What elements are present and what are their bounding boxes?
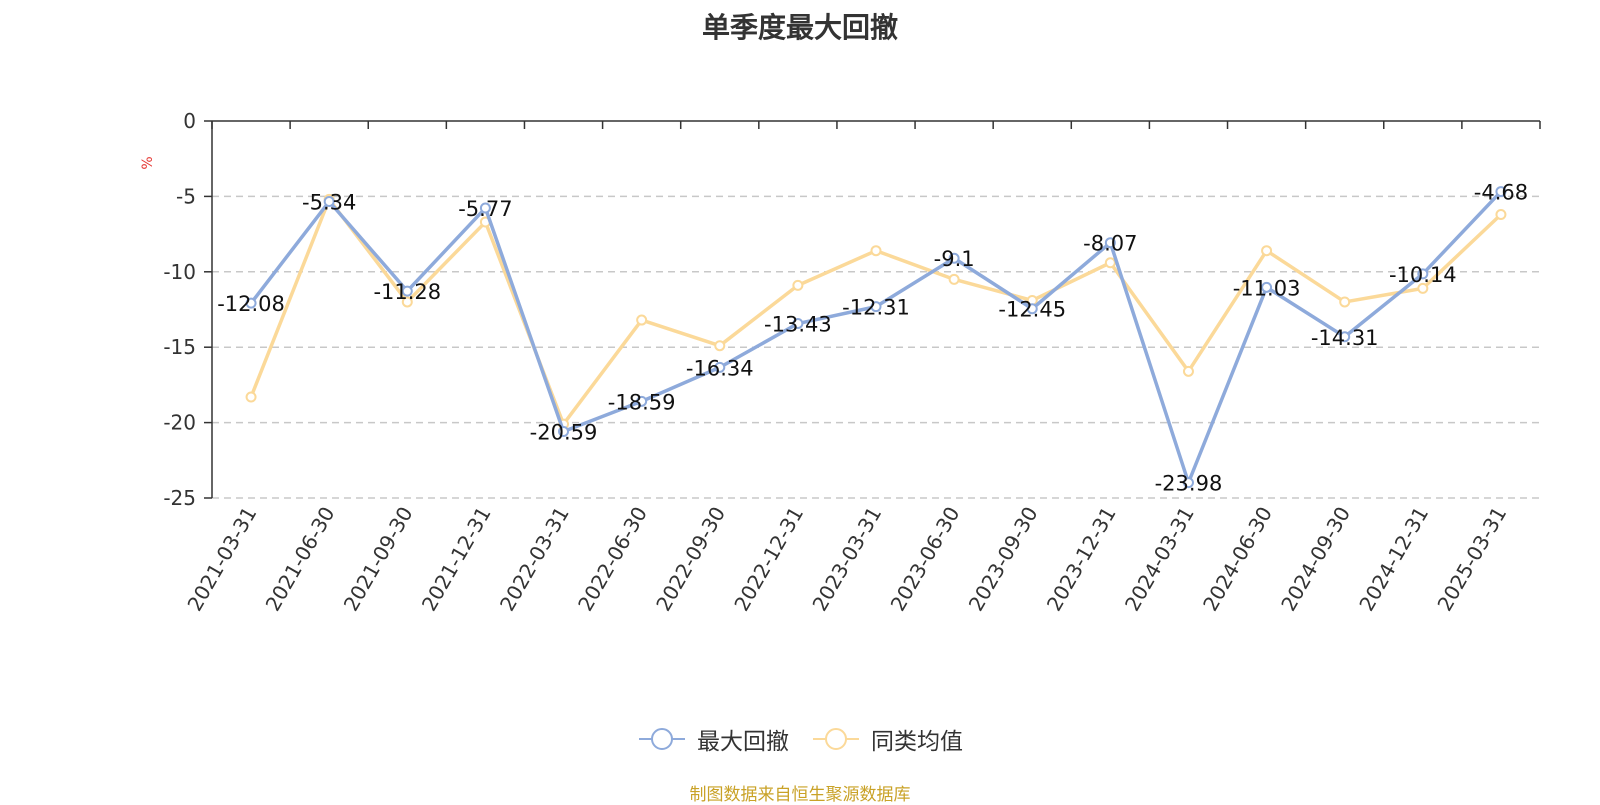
data-point <box>245 391 257 403</box>
data-label: -11.03 <box>1233 276 1301 300</box>
data-point <box>1261 245 1273 257</box>
x-tick-label: 2024-03-31 <box>1120 503 1199 616</box>
x-tick-label: 2021-09-30 <box>339 503 418 616</box>
data-label: -13.43 <box>764 313 832 337</box>
axes: 0-5-10-15-20-25%2021-03-31 2021-06-30 2021… <box>140 109 1541 616</box>
data-label: -20.59 <box>530 420 598 444</box>
data-point <box>245 297 257 309</box>
legend-item[interactable]: 最大回撤 <box>637 722 789 756</box>
y-tick-label: 0 <box>183 109 196 133</box>
data-point <box>1261 281 1273 293</box>
x-tick-label: 2021-03-31 <box>182 503 261 616</box>
x-tick-label: 2022-06-30 <box>573 503 652 616</box>
data-label: -5.34 <box>302 191 356 215</box>
x-tick-label: 2021-12-31 <box>417 502 496 615</box>
data-label: -9.1 <box>934 247 975 271</box>
data-point <box>1026 303 1038 315</box>
data-point <box>636 395 648 407</box>
x-tick-label: 2022-09-30 <box>651 503 730 616</box>
legend-item[interactable]: 同类均值 <box>811 722 963 756</box>
data-labels: -12.08 -5.34 -11.28 -5.77 -20.59 -18.59 -16.34… <box>217 181 1528 496</box>
series-lines <box>245 186 1507 489</box>
data-label: -10.14 <box>1389 263 1457 287</box>
grid-lines <box>212 195 1540 499</box>
x-tick-label: 2022-12-31 <box>729 503 808 616</box>
data-point <box>870 245 882 257</box>
data-point <box>714 361 726 373</box>
source-note: 制图数据来自恒生聚源数据库 <box>689 785 911 805</box>
data-point <box>558 425 570 437</box>
data-point <box>948 273 960 285</box>
x-tick-label: 2023-12-31 <box>1042 503 1121 616</box>
y-tick-label: -15 <box>163 335 196 359</box>
data-point <box>1104 257 1116 269</box>
legend-marker-icon <box>813 728 859 750</box>
x-tick-label: 2023-09-30 <box>964 503 1043 616</box>
x-tick-label: 2024-09-30 <box>1276 503 1355 616</box>
data-point <box>1104 237 1116 249</box>
y-tick-label: -20 <box>163 411 196 435</box>
data-point <box>1495 186 1507 198</box>
data-point <box>401 296 413 308</box>
data-point <box>1417 268 1429 280</box>
chart-title: 单季度最大回撤 <box>701 11 898 44</box>
y-tick-label: -10 <box>163 260 196 284</box>
x-tick-label: 2022-03-31 <box>495 503 574 616</box>
data-point <box>714 340 726 352</box>
legend-label: 最大回撤 <box>697 729 789 755</box>
y-tick-label: -25 <box>163 486 196 510</box>
data-point <box>401 285 413 297</box>
data-point <box>1182 365 1194 377</box>
data-point <box>948 252 960 264</box>
data-point <box>870 301 882 313</box>
data-label: -8.07 <box>1083 232 1137 256</box>
legend-marker-circle <box>825 728 847 750</box>
data-point <box>1182 477 1194 489</box>
data-point <box>1495 208 1507 220</box>
x-tick-label: 2025-03-31 <box>1432 503 1511 616</box>
legend-label: 同类均值 <box>871 729 963 755</box>
legend: 最大回撤 同类均值 <box>0 722 1600 756</box>
data-point <box>1339 296 1351 308</box>
data-point <box>323 196 335 208</box>
data-label: -23.98 <box>1155 472 1223 496</box>
x-tick-label: 2021-06-30 <box>261 503 340 616</box>
legend-marker-icon <box>639 728 685 750</box>
y-tick-label: -5 <box>176 184 196 208</box>
x-tick-label: 2024-12-31 <box>1354 503 1433 616</box>
data-point <box>1339 331 1351 343</box>
data-point <box>636 314 648 326</box>
data-label: -5.77 <box>458 197 512 221</box>
data-label: -4.68 <box>1474 181 1528 205</box>
x-tick-label: 2023-06-30 <box>886 503 965 616</box>
legend-marker-circle <box>651 728 673 750</box>
data-label: -12.45 <box>998 298 1066 322</box>
y-axis-unit: % <box>140 156 156 169</box>
data-point <box>1417 282 1429 294</box>
data-label: -14.31 <box>1311 326 1379 350</box>
data-label: -12.08 <box>217 292 285 316</box>
data-label: -11.28 <box>373 280 441 304</box>
data-label: -18.59 <box>608 390 676 414</box>
data-point <box>479 202 491 214</box>
data-point <box>792 279 804 291</box>
data-label: -16.34 <box>686 356 754 380</box>
data-point <box>792 318 804 330</box>
x-tick-label: 2024-06-30 <box>1198 503 1277 616</box>
data-label: -12.31 <box>842 296 910 320</box>
x-tick-label: 2023-03-31 <box>807 503 886 616</box>
